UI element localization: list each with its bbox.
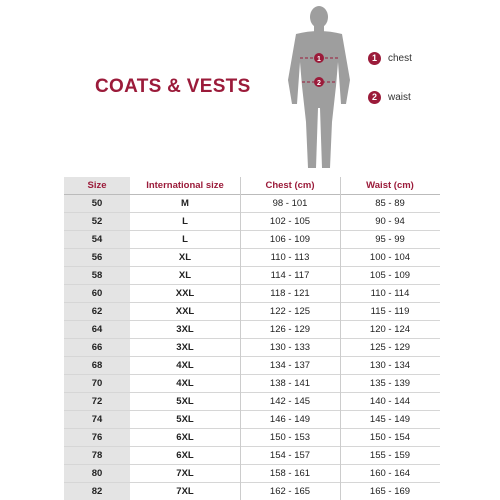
legend-label: waist (388, 92, 411, 103)
table-cell: 150 - 154 (340, 429, 440, 447)
table-cell: 155 - 159 (340, 447, 440, 465)
table-cell: 90 - 94 (340, 213, 440, 231)
table-cell: 78 (64, 447, 130, 465)
table-cell: 115 - 119 (340, 303, 440, 321)
table-cell: 5XL (130, 393, 240, 411)
table-cell: 3XL (130, 321, 240, 339)
table-cell: 142 - 145 (240, 393, 340, 411)
table-cell: 165 - 169 (340, 483, 440, 500)
table-cell: 54 (64, 231, 130, 249)
table-cell: 74 (64, 411, 130, 429)
table-cell: 110 - 114 (340, 285, 440, 303)
column-header: International size (130, 177, 240, 195)
table-cell: 145 - 149 (340, 411, 440, 429)
table-cell: 106 - 109 (240, 231, 340, 249)
table-cell: 114 - 117 (240, 267, 340, 285)
table-cell: 126 - 129 (240, 321, 340, 339)
table-cell: 6XL (130, 429, 240, 447)
table-cell: 98 - 101 (240, 195, 340, 213)
figure-marker: 1 (317, 56, 321, 63)
table-cell: 150 - 153 (240, 429, 340, 447)
table-cell: 120 - 124 (340, 321, 440, 339)
table-cell: 76 (64, 429, 130, 447)
table-cell: 3XL (130, 339, 240, 357)
table-cell: 105 - 109 (340, 267, 440, 285)
table-cell: 7XL (130, 483, 240, 500)
table-cell: 125 - 129 (340, 339, 440, 357)
table-cell: 4XL (130, 375, 240, 393)
table-cell: 118 - 121 (240, 285, 340, 303)
table-cell: 138 - 141 (240, 375, 340, 393)
table-cell: 162 - 165 (240, 483, 340, 500)
table-cell: 80 (64, 465, 130, 483)
title: COATS & VESTS (95, 76, 251, 97)
column-divider (340, 177, 341, 500)
table-cell: 134 - 137 (240, 357, 340, 375)
table-cell: 130 - 133 (240, 339, 340, 357)
legend-number: 1 (368, 52, 381, 65)
table-cell: 82 (64, 483, 130, 500)
table-cell: 64 (64, 321, 130, 339)
table-cell: 154 - 157 (240, 447, 340, 465)
table-cell: 102 - 105 (240, 213, 340, 231)
table-cell: 62 (64, 303, 130, 321)
table-cell: 122 - 125 (240, 303, 340, 321)
table-cell: XL (130, 249, 240, 267)
table-cell: 100 - 104 (340, 249, 440, 267)
table-cell: 70 (64, 375, 130, 393)
table-cell: L (130, 213, 240, 231)
table-cell: M (130, 195, 240, 213)
legend-label: chest (388, 53, 412, 64)
table-cell: 5XL (130, 411, 240, 429)
table-cell: 135 - 139 (340, 375, 440, 393)
table-cell: XL (130, 267, 240, 285)
table-cell: 130 - 134 (340, 357, 440, 375)
table-cell: 66 (64, 339, 130, 357)
table-cell: 58 (64, 267, 130, 285)
column-header: Waist (cm) (340, 177, 440, 195)
table-cell: 160 - 164 (340, 465, 440, 483)
column-header: Chest (cm) (240, 177, 340, 195)
table-cell: 7XL (130, 465, 240, 483)
table-cell: XXL (130, 285, 240, 303)
table-cell: L (130, 231, 240, 249)
column-header: Size (64, 177, 130, 195)
table-cell: 6XL (130, 447, 240, 465)
table-cell: 68 (64, 357, 130, 375)
table-cell: 158 - 161 (240, 465, 340, 483)
table-cell: 56 (64, 249, 130, 267)
table-cell: 85 - 89 (340, 195, 440, 213)
table-cell: XXL (130, 303, 240, 321)
table-cell: 72 (64, 393, 130, 411)
table-cell: 60 (64, 285, 130, 303)
column-divider (240, 177, 241, 500)
figure-marker: 2 (317, 80, 321, 87)
legend-number: 2 (368, 91, 381, 104)
table-cell: 140 - 144 (340, 393, 440, 411)
figure: 1 2 (288, 6, 350, 168)
table-cell: 52 (64, 213, 130, 231)
table-cell: 110 - 113 (240, 249, 340, 267)
table-cell: 50 (64, 195, 130, 213)
table-cell: 95 - 99 (340, 231, 440, 249)
table-cell: 4XL (130, 357, 240, 375)
table-cell: 146 - 149 (240, 411, 340, 429)
